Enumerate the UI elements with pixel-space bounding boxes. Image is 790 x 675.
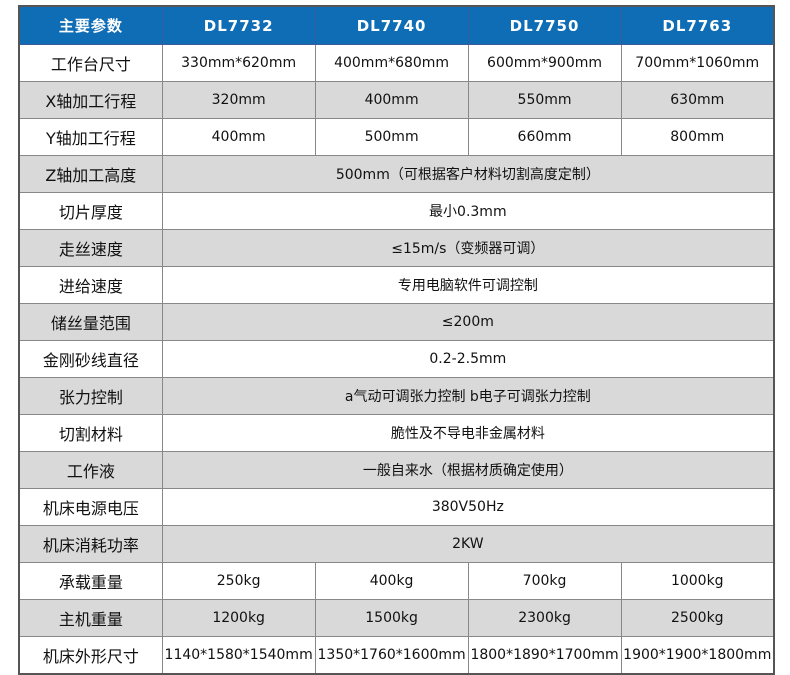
table-row: 主机重量 1200kg 1500kg 2300kg 2500kg [18, 599, 775, 637]
cell-value: 400kg [314, 562, 469, 600]
table-row: 切割材料 脆性及不导电非金属材料 [18, 414, 775, 452]
cell-value: 330mm*620mm [161, 44, 316, 82]
cell-value: 专用电脑软件可调控制 [161, 266, 775, 304]
row-label: 储丝量范围 [18, 303, 163, 341]
cell-value: 800mm [620, 118, 775, 156]
model-header: DL7763 [620, 5, 775, 45]
table-row: 机床外形尺寸 1140*1580*1540mm 1350*1760*1600mm 18… [18, 636, 775, 675]
cell-value: 脆性及不导电非金属材料 [161, 414, 775, 452]
cell-value: 最小0.3mm [161, 192, 775, 230]
cell-value: 700mm*1060mm [620, 44, 775, 82]
cell-value: 500mm [314, 118, 469, 156]
cell-value: 250kg [161, 562, 316, 600]
cell-value: 1140*1580*1540mm [161, 636, 316, 675]
table-row: 储丝量范围 ≤200m [18, 303, 775, 341]
cell-value: 600mm*900mm [467, 44, 622, 82]
cell-value: 550mm [467, 81, 622, 119]
cell-value: a气动可调张力控制 b电子可调张力控制 [161, 377, 775, 415]
cell-value: 1500kg [314, 599, 469, 637]
model-header: DL7740 [314, 5, 469, 45]
cell-value: 1000kg [620, 562, 775, 600]
table-row: 切片厚度 最小0.3mm [18, 192, 775, 230]
table-row: Y轴加工行程 400mm 500mm 660mm 800mm [18, 118, 775, 156]
row-label: 工作液 [18, 451, 163, 489]
cell-value: 400mm*680mm [314, 44, 469, 82]
row-label: 走丝速度 [18, 229, 163, 267]
row-label: 承载重量 [18, 562, 163, 600]
row-label: 进给速度 [18, 266, 163, 304]
row-label: 机床外形尺寸 [18, 636, 163, 675]
cell-value: 2KW [161, 525, 775, 563]
cell-value: 2300kg [467, 599, 622, 637]
cell-value: 500mm（可根据客户材料切割高度定制） [161, 155, 775, 193]
cell-value: 1350*1760*1600mm [314, 636, 469, 675]
row-label: X轴加工行程 [18, 81, 163, 119]
cell-value: 1200kg [161, 599, 316, 637]
table-row: X轴加工行程 320mm 400mm 550mm 630mm [18, 81, 775, 119]
model-header: DL7732 [161, 5, 316, 45]
cell-value: 2500kg [620, 599, 775, 637]
table-row: 机床电源电压 380V50Hz [18, 488, 775, 526]
cell-value: 320mm [161, 81, 316, 119]
cell-value: ≤15m/s（变频器可调） [161, 229, 775, 267]
cell-value: 400mm [314, 81, 469, 119]
table-row: 工作台尺寸 330mm*620mm 400mm*680mm 600mm*900mm 70… [18, 44, 775, 82]
row-label: 机床消耗功率 [18, 525, 163, 563]
table-row: Z轴加工高度 500mm（可根据客户材料切割高度定制） [18, 155, 775, 193]
table-row: 机床消耗功率 2KW [18, 525, 775, 563]
table-row: 张力控制 a气动可调张力控制 b电子可调张力控制 [18, 377, 775, 415]
cell-value: 400mm [161, 118, 316, 156]
row-label: 切片厚度 [18, 192, 163, 230]
spec-table: 主要参数 DL7732 DL7740 DL7750 DL7763 工作台尺寸 330mm*… [18, 5, 775, 675]
cell-value: 1800*1890*1700mm [467, 636, 622, 675]
cell-value: 380V50Hz [161, 488, 775, 526]
row-label: 主机重量 [18, 599, 163, 637]
param-header: 主要参数 [18, 5, 163, 45]
table-row: 金刚砂线直径 0.2-2.5mm [18, 340, 775, 378]
row-label: 工作台尺寸 [18, 44, 163, 82]
row-label: Y轴加工行程 [18, 118, 163, 156]
row-label: 机床电源电压 [18, 488, 163, 526]
cell-value: 1900*1900*1800mm [620, 636, 775, 675]
row-label: 切割材料 [18, 414, 163, 452]
table-row: 走丝速度 ≤15m/s（变频器可调） [18, 229, 775, 267]
table-row: 进给速度 专用电脑软件可调控制 [18, 266, 775, 304]
table-row: 工作液 一般自来水（根据材质确定使用） [18, 451, 775, 489]
cell-value: 一般自来水（根据材质确定使用） [161, 451, 775, 489]
row-label: Z轴加工高度 [18, 155, 163, 193]
cell-value: 700kg [467, 562, 622, 600]
cell-value: 630mm [620, 81, 775, 119]
model-header: DL7750 [467, 5, 622, 45]
row-label: 张力控制 [18, 377, 163, 415]
cell-value: 660mm [467, 118, 622, 156]
header-row: 主要参数 DL7732 DL7740 DL7750 DL7763 [18, 5, 775, 45]
cell-value: ≤200m [161, 303, 775, 341]
cell-value: 0.2-2.5mm [161, 340, 775, 378]
table-row: 承载重量 250kg 400kg 700kg 1000kg [18, 562, 775, 600]
row-label: 金刚砂线直径 [18, 340, 163, 378]
